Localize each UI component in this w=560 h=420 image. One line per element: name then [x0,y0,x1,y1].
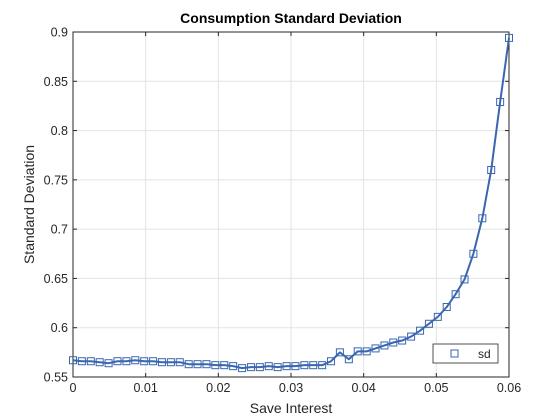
axis-ticks: 0 0.01 0.02 0.03 0.04 0.05 0.06 0.55 0.6 0.65 0.7 0… [44,26,522,396]
data-point [157,358,166,367]
data-point [335,348,344,357]
legend-marker-square [450,349,459,358]
data-point [77,357,86,366]
x-tick-label: 0.05 [424,381,448,395]
data-point [220,361,229,370]
x-tick-label: 0.04 [351,381,375,395]
y-tick-label: 0.75 [44,173,68,187]
data-point [424,319,433,328]
data-point [273,363,282,372]
data-point [407,332,416,341]
y-tick-label: 0.55 [44,371,68,385]
y-tick-label: 0.8 [51,124,68,138]
data-point [104,359,113,368]
data-point [433,312,442,321]
y-tick-label: 0.65 [44,272,68,286]
data-point [255,363,264,372]
data-series [69,33,513,373]
data-point [175,358,184,367]
data-point [451,290,460,299]
data-point [238,364,247,373]
x-tick-label: 0.02 [206,381,230,395]
x-tick-label: 0.06 [497,381,521,395]
data-point [344,355,353,364]
data-point [264,362,273,371]
legend-box [432,343,499,364]
data-point [291,362,300,371]
x-axis-title: Save Interest [250,400,333,416]
data-point [95,358,104,367]
data-point [371,344,380,353]
data-point [86,357,95,366]
data-point [505,33,513,42]
data-point [469,249,478,258]
data-point [487,166,496,174]
data-point [460,275,469,284]
data-point [416,326,425,335]
data-point [478,214,487,223]
data-point [211,361,220,370]
data-point [362,347,371,356]
x-tick-label: 0.03 [279,381,303,395]
data-point [353,347,362,356]
data-point [246,363,255,372]
x-tick-label: 0.01 [133,381,157,395]
data-point [122,357,131,366]
data-point [327,357,336,366]
y-tick-label: 0.6 [51,321,68,335]
data-point [380,341,389,350]
data-point [318,361,327,370]
data-point [309,361,318,370]
data-point [166,358,175,367]
grid [73,32,509,377]
y-axis-title: Standard Deviation [21,145,37,264]
data-point [140,357,149,366]
data-point [398,336,407,345]
data-point [442,303,451,312]
chart-title: Consumption Standard Deviation [180,10,402,26]
data-point [229,362,238,371]
data-point [193,360,202,369]
data-point [149,357,158,366]
data-point [389,338,398,347]
data-point [282,362,291,371]
legend: sd [432,343,499,364]
series-line-sd [72,37,510,370]
legend-label-sd: sd [478,347,491,361]
x-tick-label: 0 [70,381,77,395]
y-tick-label: 0.7 [51,223,68,237]
y-tick-label: 0.9 [51,26,68,40]
data-point [184,360,193,369]
data-point [496,97,505,106]
data-point [131,356,140,365]
data-point [202,360,211,369]
data-point [69,356,77,365]
data-point [300,361,309,370]
y-tick-label: 0.85 [44,75,68,89]
data-point [113,357,122,366]
